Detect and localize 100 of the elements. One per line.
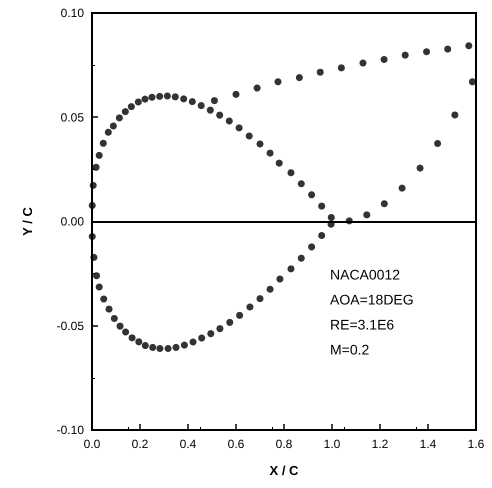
point	[316, 68, 324, 76]
point	[100, 140, 107, 147]
point	[116, 114, 123, 122]
point	[172, 93, 179, 100]
point	[232, 90, 240, 98]
point	[423, 48, 430, 56]
x-tick-label: 0.2	[132, 437, 149, 451]
point	[198, 334, 206, 342]
y-axis-title: Y / C	[20, 206, 35, 236]
x-tick-label: 0.4	[180, 437, 197, 451]
point	[100, 296, 108, 303]
point	[276, 276, 284, 283]
point	[308, 243, 316, 250]
point	[90, 182, 97, 189]
point	[287, 169, 294, 176]
point	[142, 96, 149, 103]
point	[266, 150, 274, 157]
point	[318, 232, 326, 239]
point	[226, 118, 233, 124]
point	[287, 265, 294, 272]
point	[363, 211, 370, 218]
point	[156, 92, 164, 100]
point	[451, 111, 458, 118]
point	[274, 78, 282, 86]
point	[298, 254, 305, 262]
point	[104, 128, 112, 136]
point	[444, 46, 452, 53]
point	[156, 344, 164, 352]
point	[149, 344, 156, 351]
y-tick-label: -0.10	[56, 423, 84, 437]
x-axis-title: X / C	[270, 463, 300, 478]
point	[148, 94, 156, 101]
y-tick-label: 0.05	[60, 110, 84, 124]
x-tick-label: 0.0	[84, 437, 101, 451]
point	[164, 92, 171, 100]
point	[434, 140, 442, 148]
point	[338, 64, 345, 72]
point	[296, 74, 303, 82]
point	[210, 97, 218, 104]
point	[380, 56, 388, 63]
point	[328, 214, 335, 222]
x-tick-label: 1.4	[420, 437, 437, 451]
point	[402, 52, 409, 59]
point	[90, 254, 98, 261]
point	[416, 164, 424, 172]
point	[190, 338, 197, 346]
point	[236, 124, 243, 132]
point	[465, 42, 472, 50]
point	[142, 342, 149, 350]
x-tick-label: 1.2	[372, 437, 389, 451]
annotation: RE=3.1E6	[330, 316, 394, 332]
point	[236, 312, 244, 319]
point	[172, 344, 180, 351]
point	[110, 314, 118, 322]
point	[135, 338, 142, 346]
point	[226, 318, 234, 326]
point	[246, 303, 254, 310]
point	[106, 306, 113, 313]
point	[298, 180, 305, 188]
point	[122, 108, 129, 116]
point	[318, 202, 326, 210]
point	[256, 140, 264, 148]
point	[122, 328, 130, 336]
point	[128, 334, 136, 342]
point	[266, 286, 274, 293]
point	[276, 160, 283, 167]
point	[246, 132, 253, 140]
point	[216, 112, 224, 119]
x-tick-label: 0.6	[228, 437, 245, 451]
point	[88, 202, 96, 209]
point	[254, 84, 261, 92]
point	[92, 164, 100, 171]
y-tick-label: 0.00	[60, 214, 84, 228]
point	[164, 344, 172, 352]
point	[206, 106, 214, 114]
point	[110, 122, 117, 130]
point	[180, 342, 188, 349]
point	[96, 283, 103, 290]
point	[359, 60, 366, 67]
x-tick-label: 1.0	[324, 437, 341, 451]
point	[398, 184, 406, 192]
point	[180, 95, 188, 102]
annotation: NACA0012	[330, 266, 400, 282]
annotation: M=0.2	[330, 342, 370, 358]
x-tick-label: 0.8	[276, 437, 293, 451]
annotation: AOA=18DEG	[330, 292, 414, 308]
y-tick-label: 0.10	[60, 6, 84, 20]
point	[134, 98, 142, 106]
point	[88, 233, 96, 240]
point	[216, 325, 224, 332]
point	[116, 322, 124, 330]
point	[96, 152, 103, 159]
y-tick-label: -0.05	[56, 318, 84, 333]
point	[128, 103, 135, 110]
point	[380, 200, 388, 208]
point	[198, 102, 205, 110]
point	[308, 191, 316, 198]
point	[256, 295, 264, 302]
point	[207, 330, 214, 338]
point	[468, 78, 476, 86]
